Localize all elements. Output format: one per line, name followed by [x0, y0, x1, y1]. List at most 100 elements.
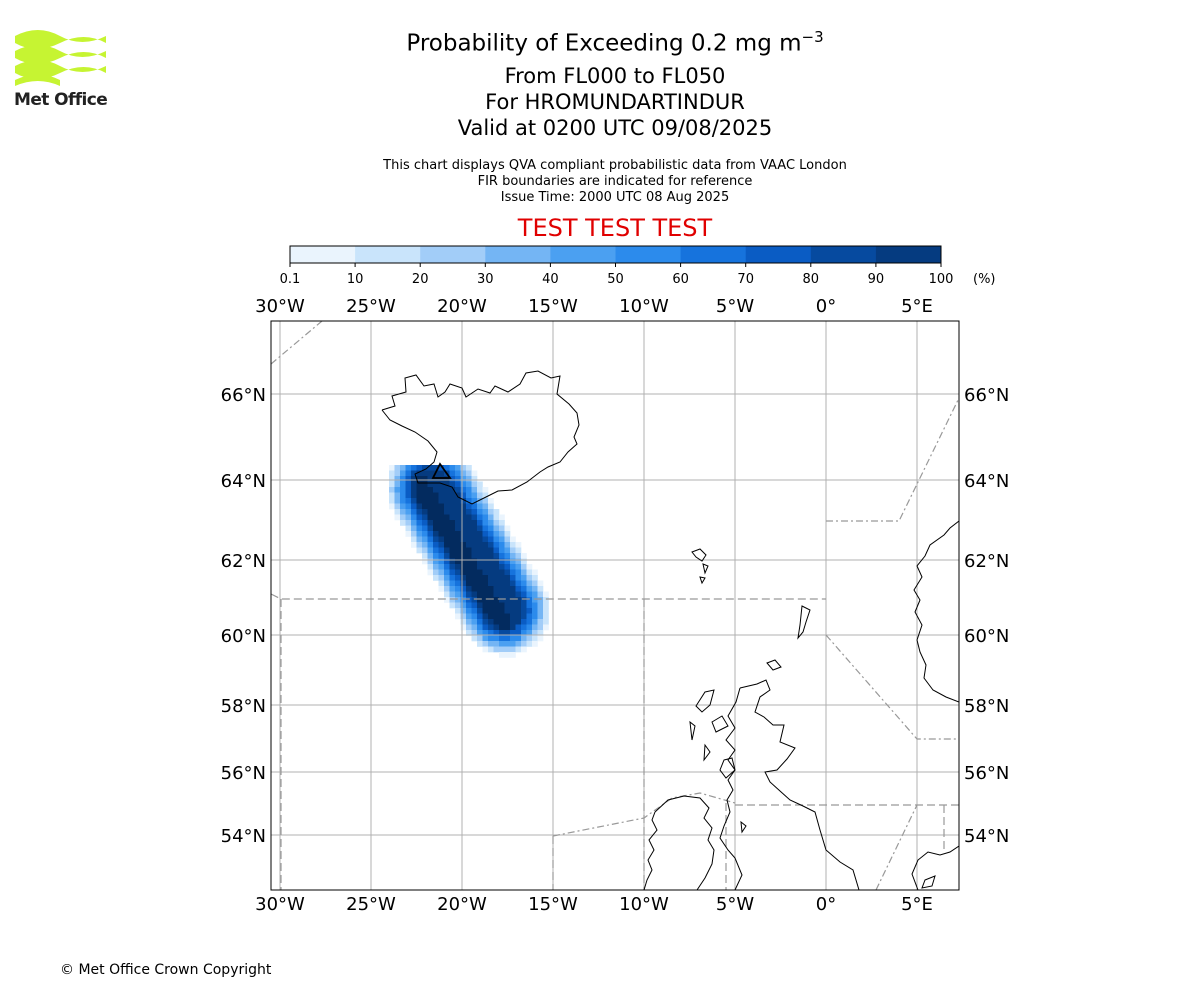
- plume-cell: [466, 487, 472, 493]
- plume-cell: [444, 465, 450, 471]
- plume-cell: [460, 520, 467, 526]
- lon-label: 5°E: [901, 894, 933, 915]
- plume-cell: [526, 635, 533, 642]
- colorbar-segment: [680, 246, 747, 263]
- plume-cell: [515, 575, 522, 581]
- plume-cell: [438, 498, 445, 504]
- plume-cell: [444, 503, 450, 510]
- plume-cell: [389, 476, 395, 482]
- plume-cell: [433, 547, 439, 554]
- plume-cell: [482, 487, 489, 493]
- plume-cell: [422, 536, 428, 543]
- lat-label: 56°N: [964, 763, 1009, 784]
- plume-cell: [537, 624, 544, 631]
- plume-cell: [471, 635, 478, 642]
- plume-cell: [455, 498, 461, 504]
- plume-cell: [477, 564, 483, 570]
- plume-cell: [488, 646, 494, 653]
- plume-cell: [449, 531, 456, 537]
- plume-cell: [521, 564, 527, 570]
- plume-cell: [460, 591, 467, 598]
- plume-cell: [477, 591, 483, 598]
- fir-dashed-lines: [271, 593, 959, 890]
- plume-cell: [510, 569, 516, 576]
- plume-cell: [455, 613, 461, 620]
- plume-cell: [521, 624, 527, 631]
- plume-cell: [455, 492, 461, 499]
- colorbar-tick-label: 50: [607, 272, 624, 287]
- plume-cell: [466, 525, 472, 532]
- plume-cell: [532, 602, 538, 609]
- plume-cell: [482, 580, 489, 587]
- plume-cell: [471, 503, 478, 510]
- plume-cell: [537, 586, 544, 592]
- plume-cell: [477, 492, 483, 499]
- plume-cell: [504, 580, 511, 587]
- plume-cell: [471, 525, 478, 532]
- plume-cell: [411, 542, 417, 548]
- plume-cell: [438, 531, 445, 537]
- plume-cell: [493, 635, 500, 642]
- plume-cell: [466, 520, 472, 526]
- plume-cell: [416, 520, 423, 526]
- plume-cell: [482, 619, 489, 625]
- plume-cell: [477, 520, 483, 526]
- plume-cell: [493, 520, 500, 526]
- plume-cell: [510, 646, 516, 653]
- plume-cell: [427, 481, 434, 488]
- plume-cell: [449, 597, 456, 603]
- plume-cell: [460, 569, 467, 576]
- plume-cell: [537, 635, 544, 642]
- colorbar-segment: [810, 246, 877, 263]
- coastline-isle-of-man: [740, 820, 747, 834]
- plume-cell: [444, 520, 450, 526]
- plume-cell: [449, 580, 456, 587]
- plume-cell: [504, 525, 511, 532]
- plume-cell: [433, 465, 439, 471]
- plume-cell: [405, 514, 412, 521]
- plume-cell: [488, 553, 494, 559]
- plume-cell: [482, 597, 489, 603]
- plume-cell: [526, 580, 533, 587]
- plume-cell: [477, 619, 483, 625]
- coastline-hebrides: [689, 689, 736, 779]
- plume-cell: [493, 613, 500, 620]
- plume-cell: [455, 553, 461, 559]
- plume-cell: [477, 569, 483, 576]
- plume-cell: [510, 558, 516, 565]
- plume-cell: [499, 520, 505, 526]
- plume-cell: [477, 641, 483, 647]
- plume-cell: [477, 613, 483, 620]
- plume-cell: [510, 641, 516, 647]
- plume-cell: [416, 536, 423, 543]
- plume-cell: [499, 608, 505, 614]
- plume-cell: [438, 569, 445, 576]
- plume-cell: [394, 487, 401, 493]
- plume-cell: [438, 580, 445, 587]
- lon-label: 10°W: [619, 894, 669, 915]
- title-superscript: −3: [801, 28, 824, 46]
- plume-cell: [427, 553, 434, 559]
- plume-cell: [438, 481, 445, 488]
- plume-cell: [455, 525, 461, 532]
- plume-cell: [455, 465, 461, 471]
- plume-cell: [394, 470, 401, 477]
- plume-cell: [515, 619, 522, 625]
- plume-cell: [532, 569, 538, 576]
- plume-cell: [400, 503, 406, 510]
- plume-cell: [488, 613, 494, 620]
- plume-cell: [532, 597, 538, 603]
- plume-cell: [466, 580, 472, 587]
- plume-cell: [504, 619, 511, 625]
- plume-cell: [493, 591, 500, 598]
- plume-cell: [515, 558, 522, 565]
- plume-cell: [400, 514, 406, 521]
- plume-cell: [477, 630, 483, 636]
- plume-cell: [427, 547, 434, 554]
- plume-cell: [526, 619, 533, 625]
- plume-cell: [526, 569, 533, 576]
- plume-cell: [499, 613, 505, 620]
- plume-cell: [422, 465, 428, 471]
- plume-cell: [493, 624, 500, 631]
- plume-cell: [493, 641, 500, 647]
